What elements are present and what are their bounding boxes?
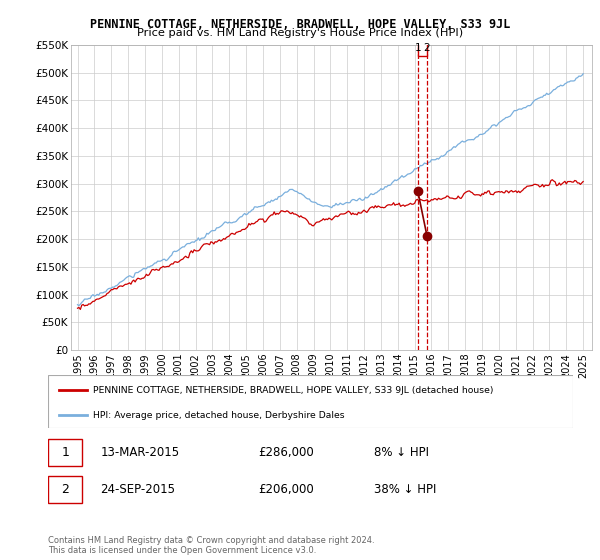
Text: £286,000: £286,000 bbox=[258, 446, 314, 459]
Text: 2: 2 bbox=[424, 43, 430, 53]
FancyBboxPatch shape bbox=[48, 476, 82, 503]
Text: 24-SEP-2015: 24-SEP-2015 bbox=[101, 483, 176, 496]
Text: PENNINE COTTAGE, NETHERSIDE, BRADWELL, HOPE VALLEY, S33 9JL: PENNINE COTTAGE, NETHERSIDE, BRADWELL, H… bbox=[90, 18, 510, 31]
FancyBboxPatch shape bbox=[48, 375, 573, 428]
Text: £206,000: £206,000 bbox=[258, 483, 314, 496]
Text: HPI: Average price, detached house, Derbyshire Dales: HPI: Average price, detached house, Derb… bbox=[92, 410, 344, 419]
Text: This data is licensed under the Open Government Licence v3.0.: This data is licensed under the Open Gov… bbox=[48, 547, 316, 556]
Text: Contains HM Land Registry data © Crown copyright and database right 2024.: Contains HM Land Registry data © Crown c… bbox=[48, 536, 374, 545]
Text: 1: 1 bbox=[415, 43, 421, 53]
FancyBboxPatch shape bbox=[418, 39, 427, 56]
Text: 2: 2 bbox=[61, 483, 69, 496]
Text: 13-MAR-2015: 13-MAR-2015 bbox=[101, 446, 179, 459]
Text: Price paid vs. HM Land Registry's House Price Index (HPI): Price paid vs. HM Land Registry's House … bbox=[137, 28, 463, 38]
FancyBboxPatch shape bbox=[48, 438, 82, 466]
Text: 38% ↓ HPI: 38% ↓ HPI bbox=[373, 483, 436, 496]
Text: 1: 1 bbox=[61, 446, 69, 459]
Text: 8% ↓ HPI: 8% ↓ HPI bbox=[373, 446, 428, 459]
Text: PENNINE COTTAGE, NETHERSIDE, BRADWELL, HOPE VALLEY, S33 9JL (detached house): PENNINE COTTAGE, NETHERSIDE, BRADWELL, H… bbox=[92, 386, 493, 395]
